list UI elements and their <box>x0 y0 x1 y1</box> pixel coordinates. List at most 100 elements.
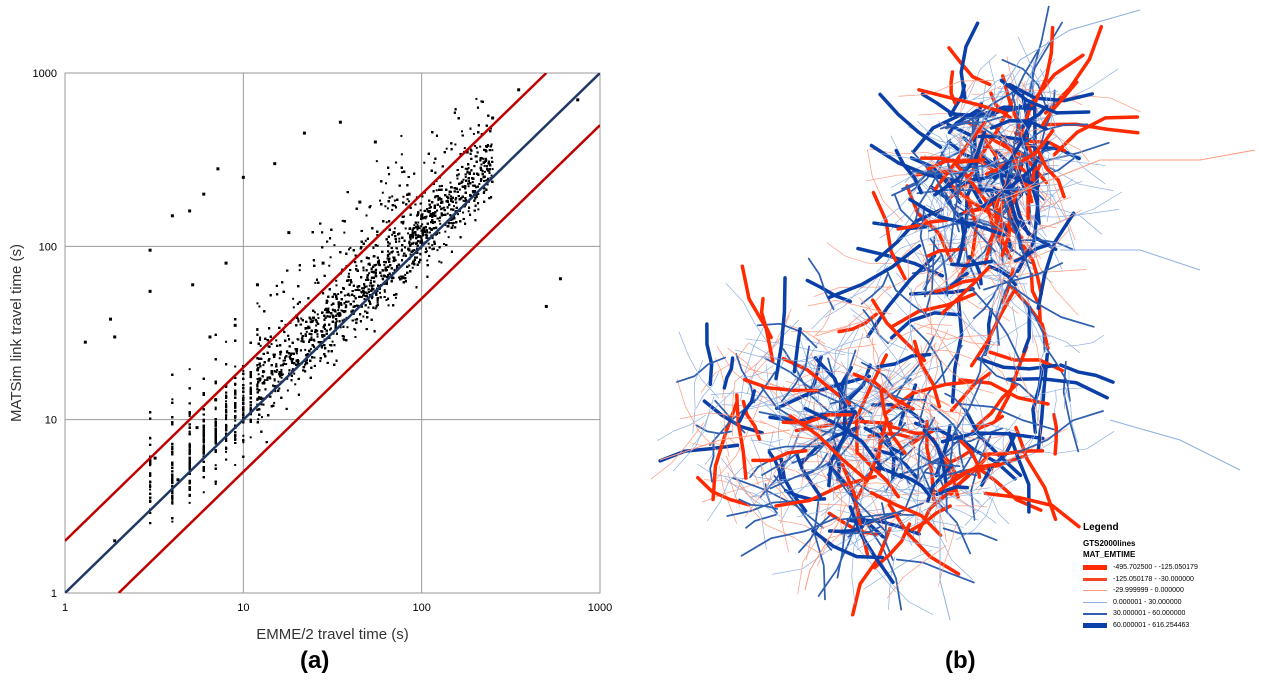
data-point <box>457 213 459 215</box>
data-point <box>463 200 465 202</box>
x-tick-label: 10 <box>237 602 249 614</box>
data-point <box>225 341 227 343</box>
data-point <box>225 418 227 420</box>
data-point <box>171 398 173 400</box>
data-point <box>349 247 351 249</box>
data-point <box>411 263 413 265</box>
data-point <box>436 249 438 251</box>
data-point <box>423 162 425 164</box>
data-point <box>306 331 308 333</box>
data-point <box>316 333 318 335</box>
data-point <box>443 243 445 245</box>
data-point <box>417 222 419 224</box>
data-point <box>367 306 369 308</box>
data-point <box>346 326 348 328</box>
data-point <box>189 431 191 433</box>
data-point <box>438 232 440 234</box>
x-tick-label: 1000 <box>588 602 612 614</box>
data-point <box>271 343 273 345</box>
data-point <box>473 133 475 135</box>
data-point <box>395 247 397 249</box>
data-point <box>189 368 191 370</box>
data-point <box>279 357 281 359</box>
data-point <box>280 369 282 371</box>
data-point <box>314 311 316 313</box>
data-point <box>398 240 400 242</box>
data-point <box>421 223 423 225</box>
data-point <box>413 242 415 244</box>
data-point <box>436 210 438 212</box>
data-point <box>335 284 337 286</box>
data-point <box>203 491 205 493</box>
data-point <box>260 345 262 347</box>
data-point <box>273 402 275 404</box>
data-point <box>242 441 244 443</box>
data-point <box>492 168 494 170</box>
data-point <box>456 178 458 180</box>
data-point <box>256 302 258 304</box>
data-point <box>258 305 260 307</box>
data-point <box>400 135 402 137</box>
data-point <box>408 200 410 202</box>
data-point <box>293 306 295 308</box>
y-tick-label: 100 <box>39 241 57 253</box>
data-point <box>319 360 321 362</box>
data-point <box>449 182 451 184</box>
data-point <box>491 157 493 159</box>
data-point <box>423 227 425 229</box>
data-point <box>402 196 404 198</box>
data-point <box>383 261 385 263</box>
y-tick-label: 10 <box>45 415 57 427</box>
data-point <box>448 194 450 196</box>
data-point <box>310 336 312 338</box>
data-point <box>363 269 365 271</box>
data-point <box>491 149 493 151</box>
data-point <box>242 395 244 397</box>
data-point <box>384 289 386 291</box>
data-point <box>407 232 409 234</box>
data-point <box>264 379 266 381</box>
data-point <box>444 231 446 233</box>
data-point <box>242 370 244 372</box>
data-point <box>276 369 278 371</box>
data-point <box>360 291 362 293</box>
data-point <box>280 364 282 366</box>
data-point <box>468 185 470 187</box>
data-point <box>369 285 371 287</box>
data-point <box>353 295 355 297</box>
data-point <box>398 238 400 240</box>
data-point <box>313 357 315 359</box>
data-point <box>474 145 476 147</box>
data-point <box>250 436 252 438</box>
data-point <box>234 464 236 466</box>
data-point <box>275 339 277 341</box>
data-point <box>478 183 480 185</box>
y-tick-label: 1 <box>51 588 57 600</box>
data-point <box>427 231 429 233</box>
data-point <box>332 341 334 343</box>
data-point <box>376 160 378 162</box>
data-point <box>391 209 393 211</box>
data-point <box>377 245 379 247</box>
data-point <box>463 179 465 181</box>
data-point <box>479 146 481 148</box>
data-point <box>426 259 428 261</box>
data-point <box>491 143 493 145</box>
data-point <box>294 383 296 385</box>
data-point <box>484 171 486 173</box>
data-point <box>439 185 441 187</box>
data-point <box>257 418 259 420</box>
data-point <box>296 352 298 354</box>
data-point <box>346 294 348 296</box>
data-point <box>407 198 409 200</box>
data-point <box>292 298 294 300</box>
data-point <box>476 147 478 149</box>
data-point <box>391 195 393 197</box>
data-point <box>370 280 372 282</box>
data-point <box>420 209 422 211</box>
data-point <box>293 373 295 375</box>
data-point <box>382 192 384 194</box>
data-point <box>149 489 151 491</box>
data-point <box>242 412 244 414</box>
data-point <box>433 162 435 164</box>
